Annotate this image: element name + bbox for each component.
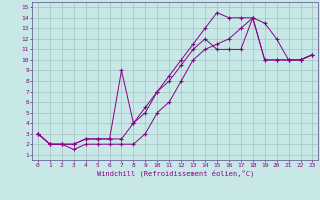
X-axis label: Windchill (Refroidissement éolien,°C): Windchill (Refroidissement éolien,°C) xyxy=(97,169,254,177)
